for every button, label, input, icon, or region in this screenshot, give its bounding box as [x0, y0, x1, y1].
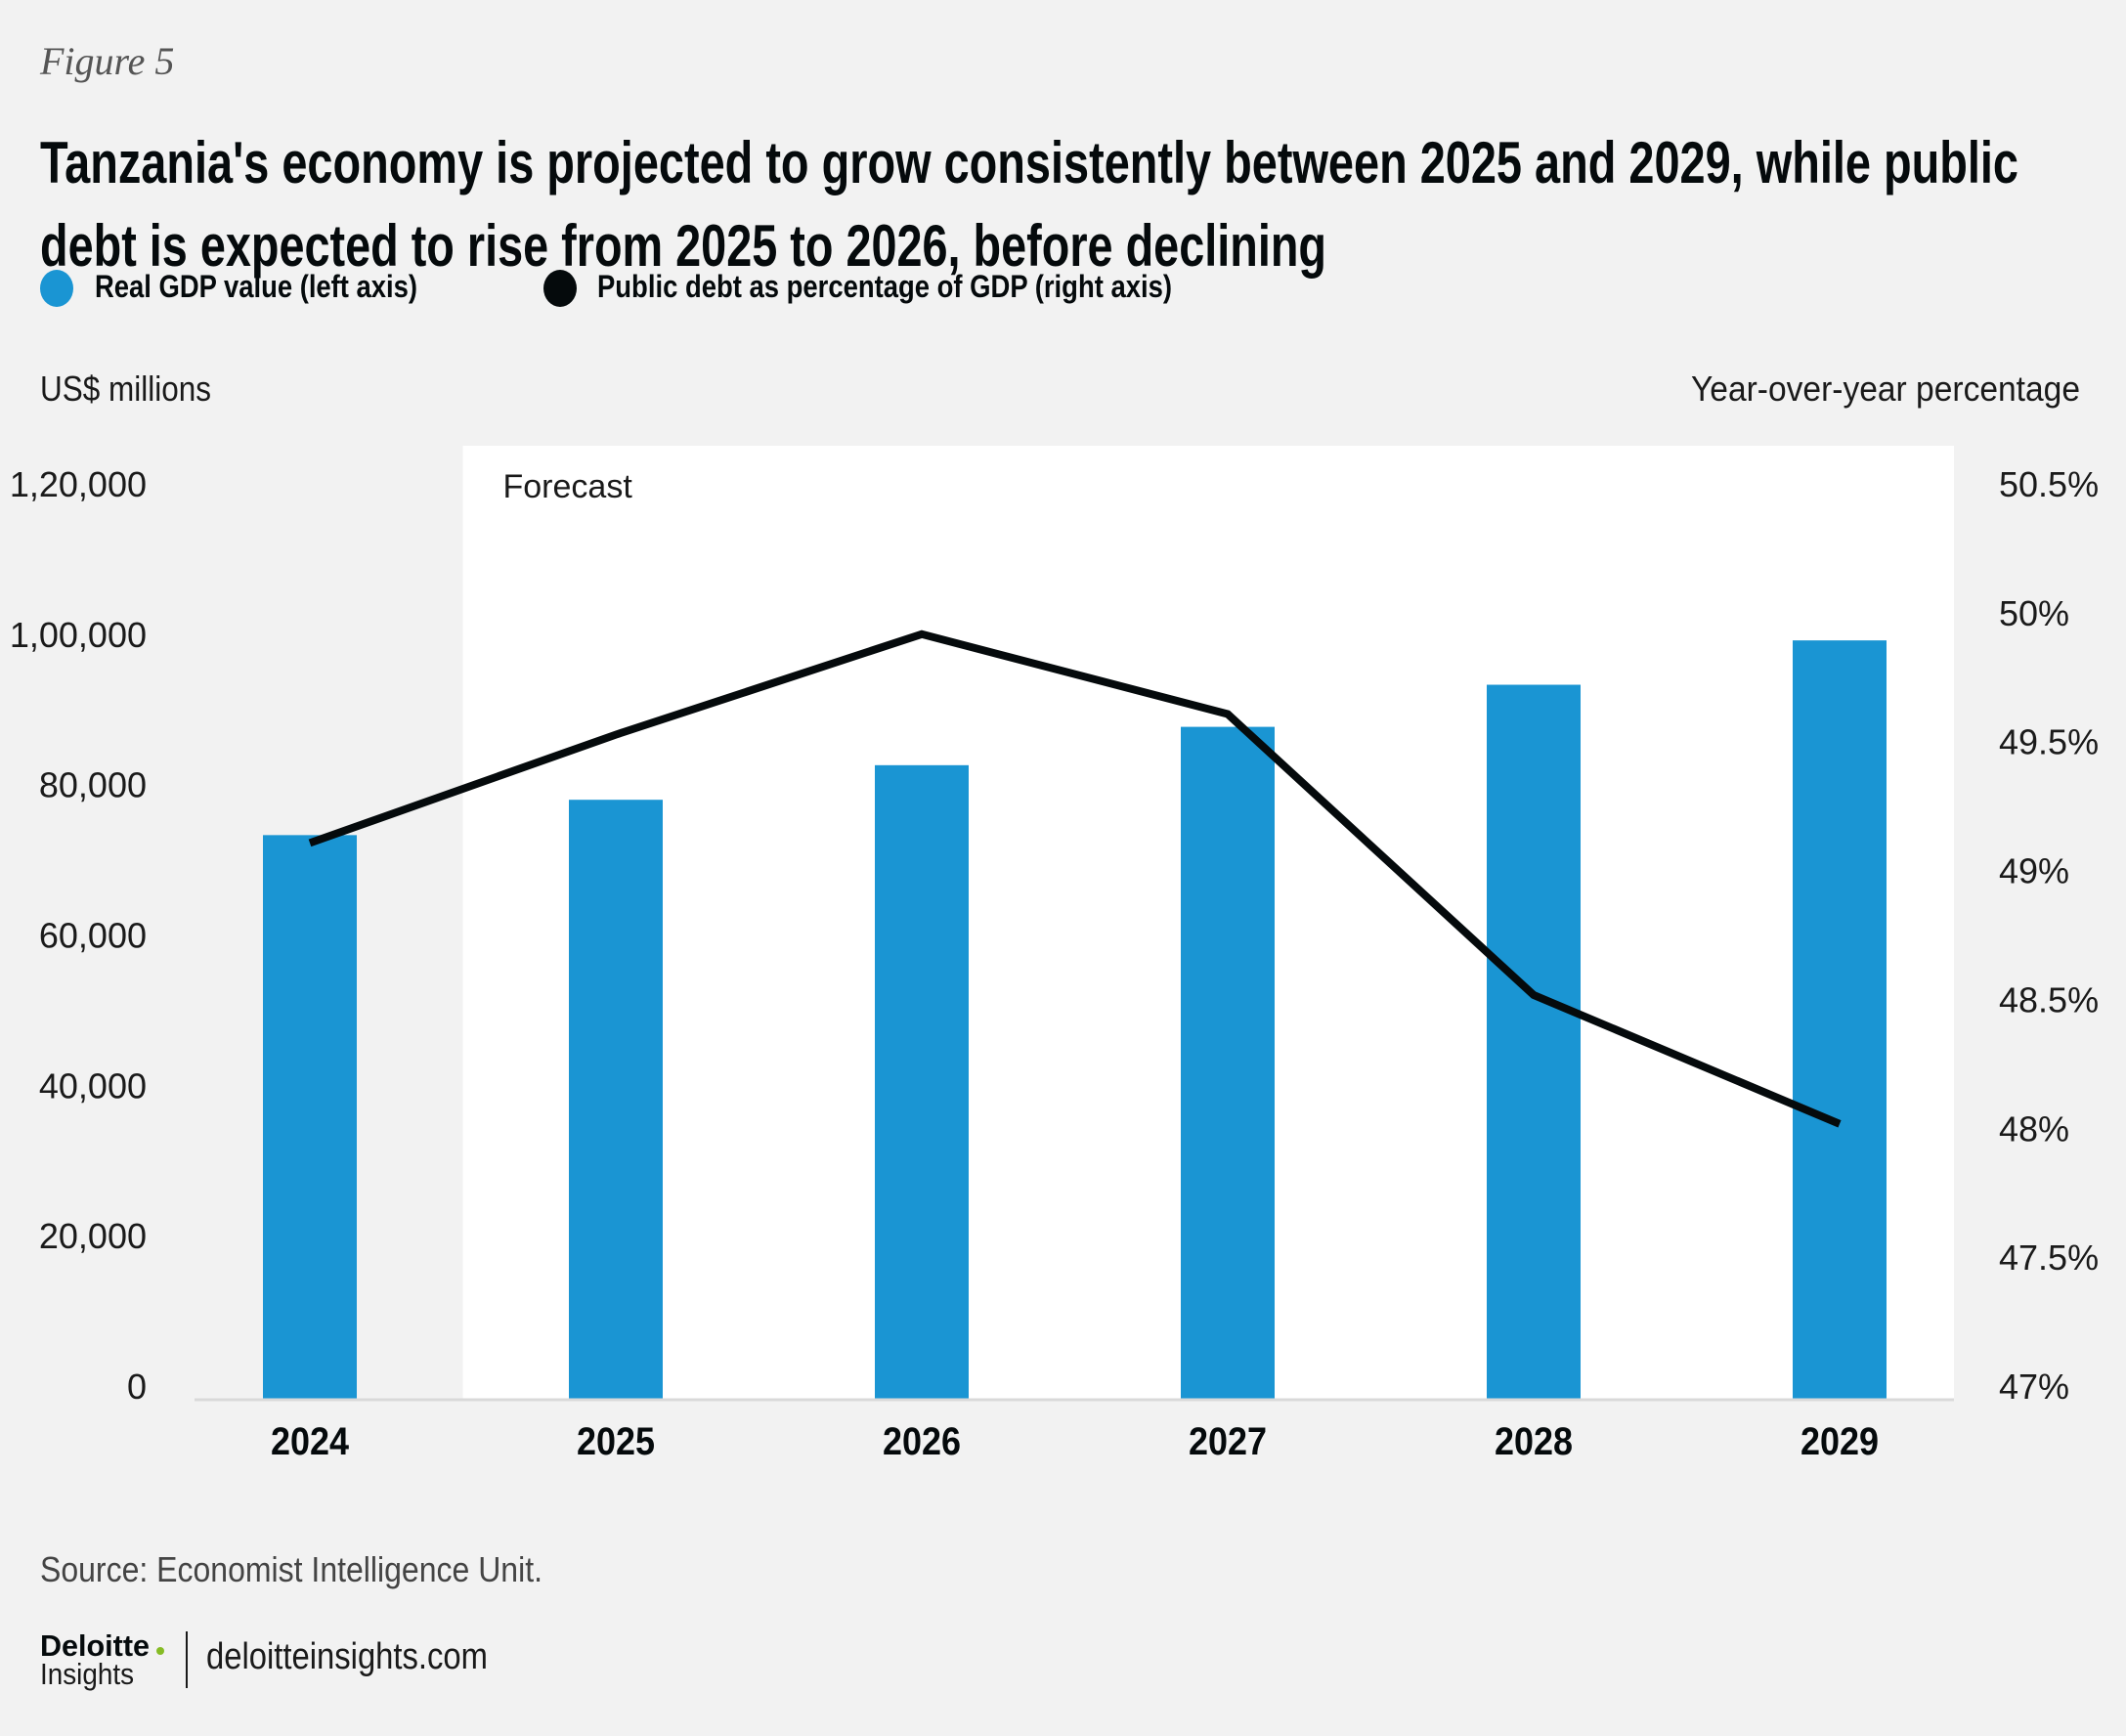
left-tick-label: 80,000 [39, 765, 147, 805]
bar-2027 [1181, 726, 1275, 1400]
right-tick-label: 50.5% [1999, 464, 2099, 504]
forecast-label: Forecast [503, 468, 633, 505]
legend: Real GDP value (left axis) Public debt a… [40, 269, 1172, 307]
x-tick-label: 2028 [1495, 1420, 1573, 1463]
legend-swatch-debt [543, 270, 577, 307]
x-axis-ticks: 2024 2025 2026 2027 2028 2029 [271, 1420, 1879, 1463]
left-tick-label: 40,000 [39, 1065, 147, 1106]
right-tick-label: 47% [1999, 1367, 2069, 1407]
legend-label-gdp: Real GDP value (left axis) [95, 269, 417, 304]
source-note: Source: Economist Intelligence Unit. [40, 1549, 542, 1589]
left-tick-label: 1,00,000 [10, 615, 147, 655]
left-axis-title: US$ millions [40, 369, 211, 409]
bar-series-gdp [263, 640, 1887, 1400]
line-series-debt [308, 629, 1842, 1128]
right-axis-title: Year-over-year percentage [1691, 369, 2080, 409]
right-tick-label: 48.5% [1999, 979, 2099, 1020]
x-tick-label: 2024 [271, 1420, 350, 1463]
logo-sub: Insights [40, 1657, 134, 1691]
x-tick-label: 2025 [577, 1420, 655, 1463]
figure-label: Figure 5 [39, 39, 174, 83]
right-tick-label: 49% [1999, 851, 2069, 891]
left-tick-label: 20,000 [39, 1216, 147, 1256]
plot-area: Forecast 0 20,000 40,000 60,000 80,000 1,00,0… [10, 446, 2099, 1463]
chart-title-line-1: Tanzania's economy is projected to grow … [40, 130, 2018, 195]
bar-2029 [1793, 640, 1887, 1400]
logo-dot-icon [156, 1647, 164, 1655]
deloitte-insights-logo[interactable]: Deloitte Insights [40, 1628, 164, 1691]
right-tick-label: 48% [1999, 1108, 2069, 1149]
left-axis-ticks: 0 20,000 40,000 60,000 80,000 1,00,000 1,20,00… [10, 464, 147, 1407]
x-tick-label: 2026 [883, 1420, 961, 1463]
x-tick-label: 2029 [1801, 1420, 1879, 1463]
chart-title-line-2: debt is expected to rise from 2025 to 20… [40, 213, 1326, 279]
logo-brand: Deloitte [40, 1628, 150, 1663]
legend-swatch-gdp [40, 270, 73, 307]
left-tick-label: 0 [127, 1367, 147, 1407]
x-tick-label: 2027 [1189, 1420, 1267, 1463]
left-tick-label: 60,000 [39, 916, 147, 956]
legend-item-gdp[interactable]: Real GDP value (left axis) [40, 269, 417, 307]
bar-2028 [1487, 684, 1581, 1400]
bar-2025 [569, 800, 663, 1400]
right-axis-ticks: 47% 47.5% 48% 48.5% 49% 49.5% 50% 50.5% [1999, 464, 2099, 1407]
footer-url-link[interactable]: deloitteinsights.com [206, 1636, 488, 1677]
bar-2024 [263, 835, 357, 1400]
left-tick-label: 1,20,000 [10, 464, 147, 504]
legend-item-debt[interactable]: Public debt as percentage of GDP (right … [543, 269, 1172, 307]
legend-label-debt: Public debt as percentage of GDP (right … [597, 269, 1172, 304]
bar-2026 [875, 764, 969, 1400]
right-tick-label: 47.5% [1999, 1237, 2099, 1278]
right-tick-label: 50% [1999, 593, 2069, 633]
right-tick-label: 49.5% [1999, 722, 2099, 762]
